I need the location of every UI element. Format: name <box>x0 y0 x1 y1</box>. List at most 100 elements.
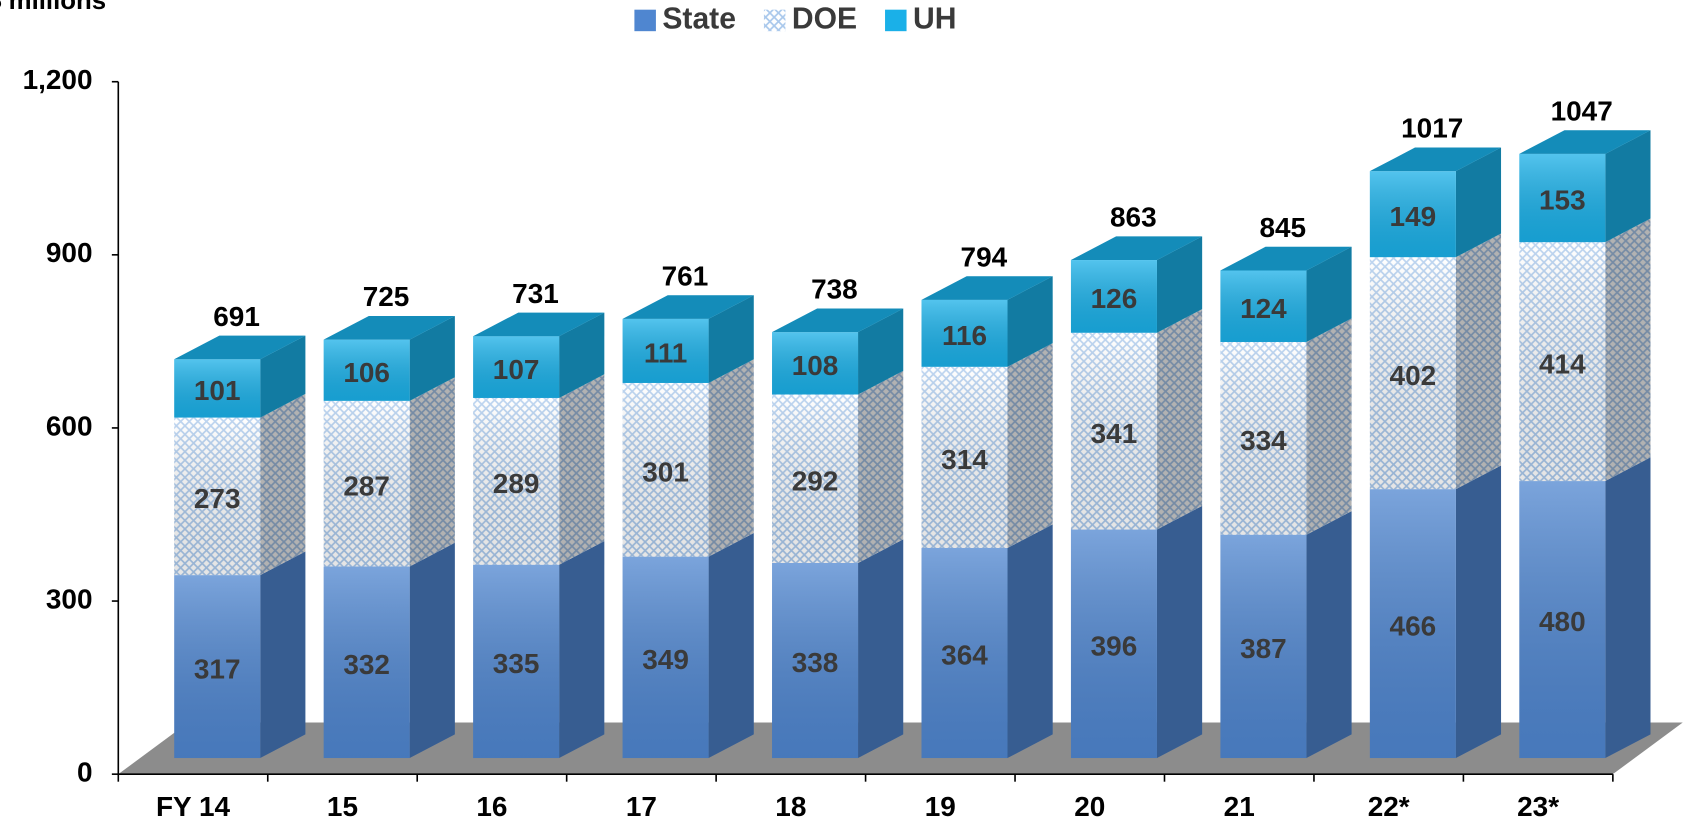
value-label: 466 <box>1390 610 1437 641</box>
y-tick-label: 0 <box>77 757 93 788</box>
bar-side <box>858 308 904 395</box>
y-tick-label: 1,200 <box>23 64 93 95</box>
bar-side-shade <box>708 532 754 759</box>
bar-shade <box>174 359 261 418</box>
bar-side-shade <box>559 312 605 398</box>
bar-side-shade <box>260 335 306 418</box>
x-tick-label: FY 14 <box>156 791 230 822</box>
bar-side <box>1605 457 1651 759</box>
bar-side-shade <box>1455 233 1502 490</box>
bar-shade <box>323 400 410 567</box>
bar-shade <box>1369 257 1456 490</box>
bar-shade <box>772 562 859 759</box>
total-label: 845 <box>1259 212 1306 243</box>
value-label: 317 <box>194 653 241 684</box>
y-tick-label: 300 <box>46 583 93 614</box>
value-label: 301 <box>642 456 689 487</box>
value-label: 153 <box>1539 185 1586 216</box>
bar-side <box>559 312 605 398</box>
bar-side-shade <box>858 370 904 563</box>
bar-shade <box>1220 341 1307 535</box>
bar-top-shade <box>323 316 455 340</box>
value-label: 287 <box>343 470 390 501</box>
bar-side-shade <box>1007 276 1053 367</box>
x-tick-label: 17 <box>626 791 657 822</box>
bar-shade <box>1220 534 1307 759</box>
bar-side <box>858 539 904 759</box>
bar-shade <box>1070 332 1157 530</box>
bar-shade <box>323 566 410 759</box>
bar-side <box>260 335 306 418</box>
y-tick-label: 600 <box>46 410 93 441</box>
bar-side-shade <box>1455 465 1502 759</box>
bar-top <box>772 308 904 333</box>
bar-side-shade <box>1306 246 1352 342</box>
value-label: 396 <box>1091 630 1138 661</box>
value-label: 108 <box>792 350 839 381</box>
y-axis-label: $ millions <box>0 0 106 15</box>
bar-side <box>1007 524 1053 759</box>
bar-shade <box>323 339 410 401</box>
value-label: 335 <box>493 648 540 679</box>
bar-top <box>1220 246 1352 271</box>
total-label: 738 <box>811 274 858 305</box>
value-label: 101 <box>194 375 241 406</box>
value-label: 292 <box>792 465 839 496</box>
bar-side-shade <box>1605 457 1651 759</box>
bar-shade <box>1070 529 1157 759</box>
bar-side-shade <box>708 295 754 383</box>
bar-top-shade <box>1519 130 1651 154</box>
y-tick-label: 900 <box>46 237 93 268</box>
value-label: 314 <box>941 444 988 475</box>
bar-shade <box>1220 270 1307 342</box>
value-label: 106 <box>343 357 390 388</box>
value-label: 126 <box>1091 283 1138 314</box>
legend-label: DOE <box>792 2 857 35</box>
bar-side <box>1455 465 1502 759</box>
value-label: 149 <box>1390 201 1437 232</box>
bar-shade <box>772 394 859 563</box>
bar-shade <box>1369 171 1456 258</box>
bar-shade <box>1519 242 1606 482</box>
bar-top <box>622 295 754 319</box>
bar-shade <box>921 366 1008 548</box>
bar-side-shade <box>708 359 754 557</box>
bar-shade <box>622 318 709 383</box>
bar-shade <box>473 564 560 759</box>
value-label: 338 <box>792 647 839 678</box>
bar-shade <box>1070 260 1157 333</box>
bar-side-shade <box>1605 130 1651 243</box>
bar-side-shade <box>260 393 306 576</box>
bar-side-shade <box>1007 343 1053 548</box>
bar-side <box>1306 511 1352 759</box>
total-label: 725 <box>363 281 410 312</box>
bar-side <box>1455 147 1502 258</box>
bar-side-shade <box>858 308 904 395</box>
value-label: 273 <box>194 483 241 514</box>
bar-side-shade <box>409 316 455 401</box>
bar-side <box>1306 318 1352 535</box>
bar-side <box>409 377 455 567</box>
value-label: 334 <box>1240 425 1287 456</box>
total-label: 731 <box>512 278 559 309</box>
bar-shade <box>174 417 261 576</box>
value-label: 341 <box>1091 418 1138 449</box>
total-label: 691 <box>213 301 260 332</box>
bar-side-shade <box>1156 505 1203 759</box>
bar-side-shade <box>559 374 605 565</box>
bar-top <box>1369 147 1502 172</box>
bar-side <box>1156 505 1203 759</box>
bar-side <box>559 374 605 565</box>
total-label: 1047 <box>1551 95 1613 126</box>
bar-top <box>1070 236 1203 261</box>
value-label: 402 <box>1390 360 1437 391</box>
bar-side <box>1156 309 1203 530</box>
bar-top <box>1519 130 1651 154</box>
bar-top <box>921 276 1053 300</box>
bar-side-shade <box>1605 218 1651 482</box>
x-tick-label: 15 <box>327 791 358 822</box>
bar-shade <box>1519 153 1606 243</box>
bar-side <box>260 551 306 759</box>
legend-swatch <box>634 9 656 32</box>
bar-side <box>1455 233 1502 490</box>
